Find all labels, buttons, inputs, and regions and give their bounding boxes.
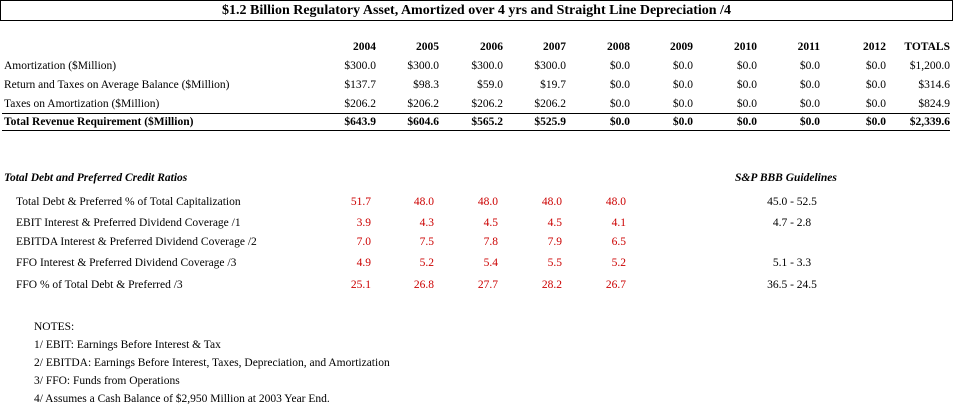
revenue-cell: $0.0 — [865, 98, 886, 110]
ratio-cell: 28.2 — [541, 279, 562, 291]
year-header: 2012 — [863, 41, 886, 53]
year-header: 2008 — [607, 41, 630, 53]
revenue-cell: $59.0 — [477, 79, 503, 91]
total-cell: $525.9 — [534, 116, 566, 128]
total-cell: $643.9 — [344, 116, 376, 128]
revenue-cell: $0.0 — [736, 79, 757, 91]
ratio-row-label: FFO Interest & Preferred Dividend Covera… — [16, 257, 237, 269]
guidelines-heading: S&P BBB Guidelines — [735, 172, 837, 184]
total-underline-rule — [2, 130, 950, 131]
year-header: 2007 — [543, 41, 566, 53]
note-item: 2/ EBITDA: Earnings Before Interest, Tax… — [34, 357, 390, 369]
note-item: 4/ Assumes a Cash Balance of $2,950 Mill… — [34, 393, 330, 405]
ratio-cell: 7.0 — [356, 236, 371, 248]
total-row-label: Total Revenue Requirement ($Million) — [4, 116, 194, 128]
ratio-cell: 48.0 — [541, 196, 562, 208]
revenue-row-label: Taxes on Amortization ($Million) — [4, 98, 160, 110]
ratio-row-label: EBIT Interest & Preferred Dividend Cover… — [16, 217, 241, 229]
ratio-cell: 4.5 — [547, 217, 562, 229]
ratio-cell: 48.0 — [605, 196, 626, 208]
revenue-cell: $0.0 — [609, 98, 630, 110]
ratio-cell: 25.1 — [350, 279, 371, 291]
revenue-row-label: Amortization ($Million) — [4, 60, 117, 72]
year-header: 2010 — [734, 41, 757, 53]
revenue-cell: $206.2 — [471, 98, 503, 110]
revenue-cell: $0.0 — [672, 98, 693, 110]
revenue-cell: $0.0 — [736, 98, 757, 110]
year-header: TOTALS — [904, 41, 950, 53]
revenue-cell: $0.0 — [609, 60, 630, 72]
guideline-cell: 5.1 - 3.3 — [772, 257, 812, 269]
total-cell: $0.0 — [736, 116, 757, 128]
revenue-cell: $1,200.0 — [909, 60, 950, 72]
revenue-cell: $0.0 — [609, 79, 630, 91]
total-cell: $604.6 — [407, 116, 439, 128]
ratio-cell: 5.5 — [547, 257, 562, 269]
ratio-cell: 5.2 — [419, 257, 434, 269]
total-cell: $2,339.6 — [909, 116, 950, 128]
revenue-cell: $0.0 — [865, 60, 886, 72]
total-cell: $565.2 — [471, 116, 503, 128]
ratio-cell: 3.9 — [356, 217, 371, 229]
revenue-header-rule — [2, 113, 950, 114]
year-header: 2009 — [670, 41, 693, 53]
ratio-cell: 26.7 — [605, 279, 626, 291]
year-header: 2004 — [353, 41, 376, 53]
revenue-cell: $0.0 — [672, 79, 693, 91]
ratio-row-label: EBITDA Interest & Preferred Dividend Cov… — [16, 236, 257, 248]
ratios-heading: Total Debt and Preferred Credit Ratios — [4, 172, 188, 184]
guideline-cell: 4.7 - 2.8 — [772, 217, 812, 229]
note-item: 3/ FFO: Funds from Operations — [34, 375, 180, 387]
revenue-cell: $314.6 — [918, 79, 950, 91]
revenue-cell: $0.0 — [799, 60, 820, 72]
total-cell: $0.0 — [672, 116, 693, 128]
ratio-cell: 4.3 — [419, 217, 434, 229]
revenue-cell: $300.0 — [471, 60, 503, 72]
revenue-cell: $0.0 — [799, 79, 820, 91]
ratio-cell: 7.9 — [547, 236, 562, 248]
ratio-cell: 7.5 — [419, 236, 434, 248]
revenue-cell: $300.0 — [344, 60, 376, 72]
revenue-cell: $206.2 — [534, 98, 566, 110]
revenue-cell: $0.0 — [865, 79, 886, 91]
revenue-cell: $0.0 — [672, 60, 693, 72]
revenue-cell: $0.0 — [736, 60, 757, 72]
ratio-row-label: Total Debt & Preferred % of Total Capita… — [16, 196, 241, 208]
page-title: $1.2 Billion Regulatory Asset, Amortized… — [0, 0, 953, 21]
revenue-row-label: Return and Taxes on Average Balance ($Mi… — [4, 79, 230, 91]
ratio-cell: 7.8 — [483, 236, 498, 248]
ratio-cell: 48.0 — [413, 196, 434, 208]
ratio-cell: 5.2 — [611, 257, 626, 269]
year-header: 2011 — [797, 41, 820, 53]
revenue-cell: $0.0 — [799, 98, 820, 110]
ratio-row-label: FFO % of Total Debt & Preferred /3 — [16, 279, 183, 291]
revenue-cell: $19.7 — [540, 79, 566, 91]
ratio-cell: 48.0 — [477, 196, 498, 208]
ratio-cell: 4.1 — [611, 217, 626, 229]
ratio-cell: 4.5 — [483, 217, 498, 229]
year-header: 2005 — [416, 41, 439, 53]
revenue-cell: $206.2 — [407, 98, 439, 110]
guideline-cell: 36.5 - 24.5 — [767, 279, 817, 291]
revenue-cell: $206.2 — [344, 98, 376, 110]
note-item: 1/ EBIT: Earnings Before Interest & Tax — [34, 339, 221, 351]
ratio-cell: 5.4 — [483, 257, 498, 269]
guideline-cell: 45.0 - 52.5 — [767, 196, 817, 208]
total-cell: $0.0 — [799, 116, 820, 128]
ratio-cell: 4.9 — [356, 257, 371, 269]
year-header: 2006 — [480, 41, 503, 53]
revenue-cell: $300.0 — [534, 60, 566, 72]
revenue-cell: $300.0 — [407, 60, 439, 72]
total-cell: $0.0 — [609, 116, 630, 128]
ratio-cell: 26.8 — [413, 279, 434, 291]
ratio-cell: 27.7 — [477, 279, 498, 291]
revenue-cell: $137.7 — [344, 79, 376, 91]
revenue-cell: $98.3 — [413, 79, 439, 91]
notes-heading: NOTES: — [34, 321, 75, 333]
total-cell: $0.0 — [865, 116, 886, 128]
ratio-cell: 51.7 — [350, 196, 371, 208]
ratio-cell: 6.5 — [611, 236, 626, 248]
revenue-cell: $824.9 — [918, 98, 950, 110]
